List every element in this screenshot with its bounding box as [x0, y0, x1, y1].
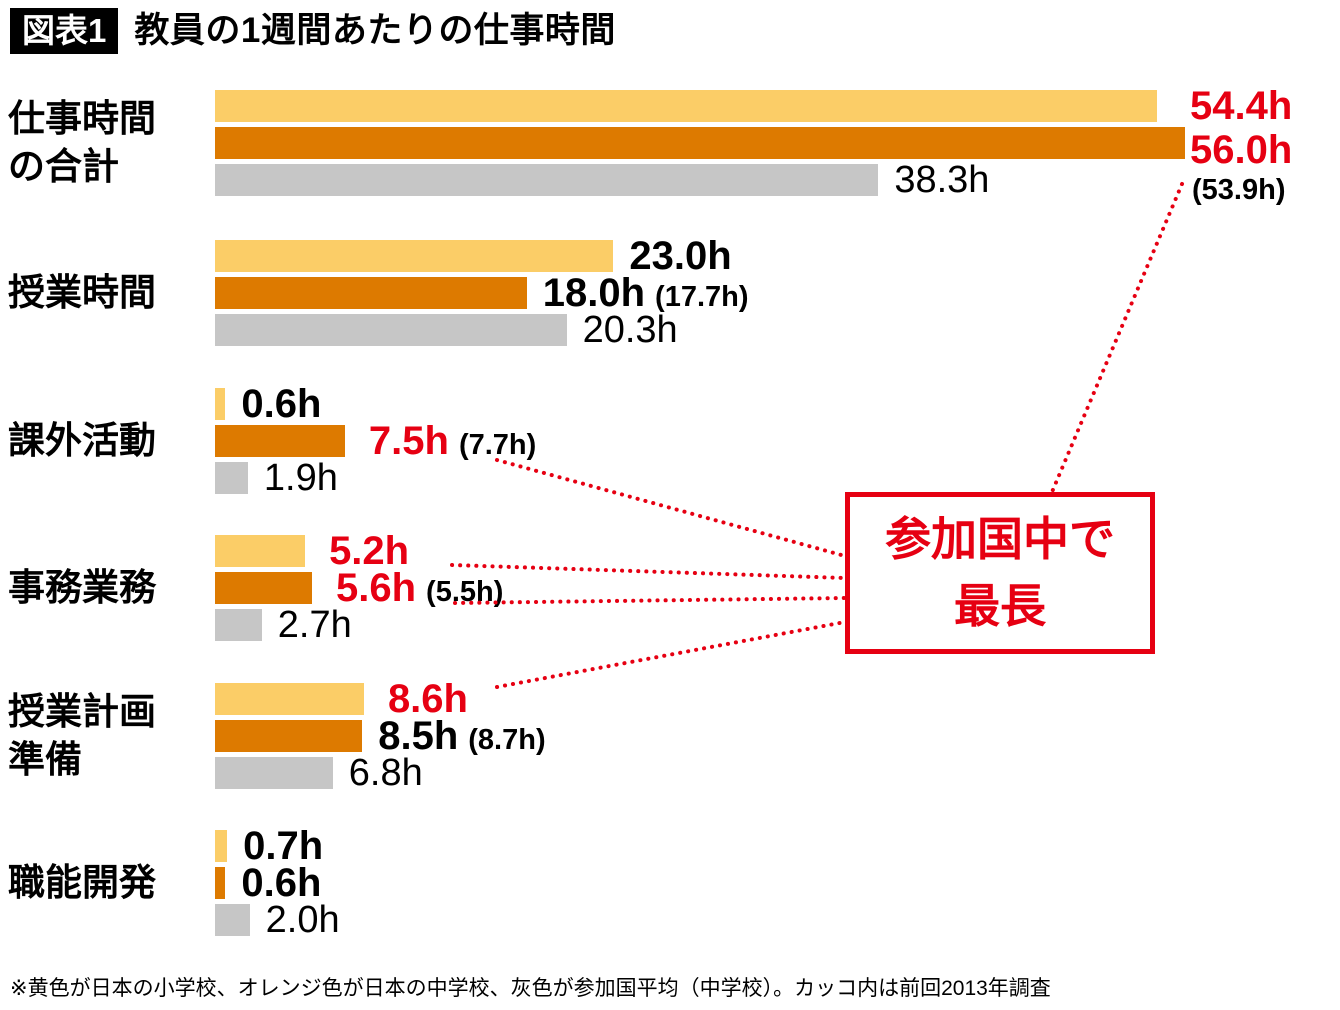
- value-label: 56.0h (53.9h): [1190, 130, 1292, 205]
- value-label: 8.6h: [388, 679, 468, 719]
- value-text: 18.0h: [542, 271, 646, 315]
- previous-survey-value: (53.9h): [1192, 174, 1286, 206]
- value-text: 54.4h: [1190, 84, 1293, 128]
- value-label: 0.7h: [243, 826, 323, 866]
- value-text: 0.6h: [241, 861, 322, 905]
- bar-elementary: [215, 830, 228, 862]
- callout-line1: 参加国中で: [885, 513, 1115, 566]
- category-label-line: 職能開発: [8, 861, 156, 903]
- category-label: 仕事時間 の合計: [8, 95, 156, 191]
- value-text: 0.6h: [241, 382, 322, 426]
- bar-junior_high: [215, 127, 1185, 159]
- bar-junior_high: [215, 867, 226, 899]
- previous-survey-value: (17.7h): [655, 281, 749, 313]
- bar-elementary: [215, 90, 1158, 122]
- value-text: 8.6h: [387, 677, 468, 721]
- bar-junior_high: [215, 425, 345, 457]
- value-text: 38.3h: [894, 159, 990, 201]
- bar-junior_high: [215, 277, 527, 309]
- chart-header: 図表1 教員の1週間あたりの仕事時間: [10, 8, 616, 54]
- page-title: 教員の1週間あたりの仕事時間: [134, 10, 616, 50]
- category-label-line: の合計: [8, 146, 119, 187]
- value-text: 5.6h: [335, 566, 417, 610]
- value-text: 2.7h: [277, 604, 352, 646]
- bar-average: [215, 462, 248, 494]
- category-label-line: 授業計画: [8, 690, 156, 732]
- value-label: 23.0h: [629, 236, 731, 276]
- bar-elementary: [215, 683, 364, 715]
- value-label: 5.2h: [329, 531, 409, 571]
- value-text: 2.0h: [265, 899, 340, 941]
- bar-average: [215, 609, 262, 641]
- bar-elementary: [215, 240, 614, 272]
- previous-survey-value: (8.7h): [468, 724, 546, 756]
- bar-average: [215, 314, 567, 346]
- value-label: 18.0h (17.7h): [543, 273, 749, 313]
- value-text: 20.3h: [582, 309, 678, 351]
- value-label: 6.8h: [349, 754, 423, 792]
- bar-average: [215, 904, 250, 936]
- bar-average: [215, 164, 879, 196]
- category-label-line: 授業時間: [8, 271, 156, 313]
- value-label: 2.7h: [278, 606, 352, 644]
- bar-junior_high: [215, 720, 363, 752]
- bar-junior_high: [215, 572, 312, 604]
- category-label: 授業計画 準備: [8, 688, 156, 784]
- category-label-line: 課外活動: [8, 419, 156, 461]
- previous-survey-value: (7.7h): [458, 429, 537, 461]
- value-text: 0.7h: [243, 824, 324, 868]
- value-label: 0.6h: [241, 863, 321, 903]
- category-label: 事務業務: [8, 564, 156, 612]
- value-label: 0.6h: [241, 384, 321, 424]
- value-text: 7.5h: [368, 419, 449, 463]
- category-label: 課外活動: [8, 417, 156, 465]
- bar-average: [215, 757, 333, 789]
- value-label: 7.5h (7.7h): [369, 421, 536, 461]
- value-label: 1.9h: [264, 459, 338, 497]
- value-label: 20.3h: [583, 311, 678, 349]
- category-label-line: 仕事時間: [8, 97, 156, 139]
- value-text: 23.0h: [629, 234, 732, 278]
- value-label: 5.6h (5.5h): [336, 568, 503, 608]
- bar-elementary: [215, 535, 306, 567]
- footnote: ※黄色が日本の小学校、オレンジ色が日本の中学校、灰色が参加国平均（中学校）。カッ…: [10, 977, 1051, 1000]
- category-label-line: 準備: [8, 739, 82, 780]
- category-label: 授業時間: [8, 269, 156, 317]
- value-text: 5.2h: [329, 529, 410, 573]
- bar-elementary: [215, 388, 226, 420]
- category-label-line: 事務業務: [8, 566, 156, 608]
- category-label: 職能開発: [8, 859, 156, 907]
- value-text: 1.9h: [263, 457, 338, 499]
- callout-box: 参加国中で 最長: [845, 492, 1155, 654]
- value-text: 6.8h: [348, 752, 423, 794]
- value-label: 8.5h (8.7h): [378, 716, 545, 756]
- previous-survey-value: (5.5h): [426, 576, 504, 608]
- value-label: 38.3h: [894, 161, 989, 199]
- value-label: 2.0h: [266, 901, 340, 939]
- callout-line2: 最長: [954, 580, 1046, 632]
- figure-badge: 図表1: [10, 8, 119, 54]
- value-text: 8.5h: [378, 714, 459, 758]
- value-text: 56.0h: [1190, 128, 1293, 172]
- value-label: 54.4h: [1190, 86, 1292, 126]
